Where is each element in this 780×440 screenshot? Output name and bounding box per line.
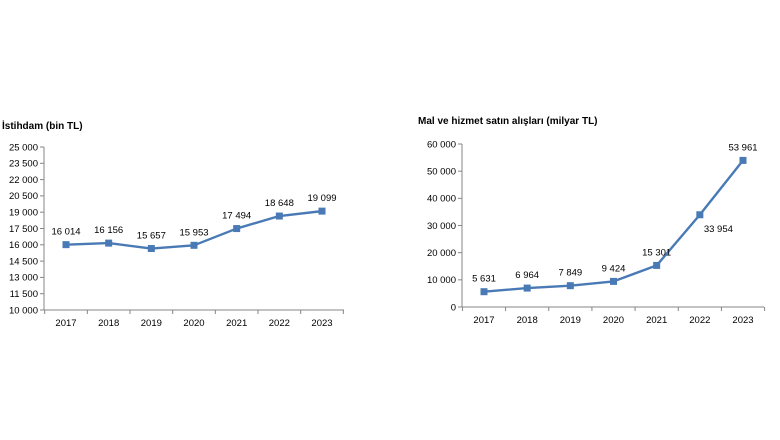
purchases-data-point <box>610 277 617 285</box>
employment-data-point <box>190 241 198 249</box>
employment-data-label: 15 953 <box>179 227 208 238</box>
purchases-y-tick-label: 10 000 <box>427 275 456 286</box>
purchases-x-tick-label: 2022 <box>689 315 710 326</box>
employment-data-point <box>318 207 326 215</box>
employment-y-tick-label: 11 500 <box>10 289 38 300</box>
employment-x-tick-label: 2019 <box>141 318 162 329</box>
purchases-data-point <box>523 284 531 292</box>
employment-y-tick-label: 23 500 <box>9 159 38 170</box>
employment-chart-title: İstihdam (bin TL) <box>2 119 83 132</box>
employment-data-point <box>62 241 70 249</box>
employment-x-tick-label: 2022 <box>269 318 290 329</box>
purchases-chart-title: Mal ve hizmet satın alışları (milyar TL) <box>418 116 598 127</box>
employment-x-tick-label: 2017 <box>55 318 76 329</box>
employment-x-tick-label: 2020 <box>183 318 204 329</box>
purchases-data-label: 6 964 <box>515 270 539 281</box>
purchases-data-label: 5 631 <box>472 274 496 285</box>
purchases-data-point <box>480 288 488 296</box>
employment-y-tick-label: 22 000 <box>9 175 38 186</box>
employment-data-label: 17 494 <box>222 211 251 222</box>
purchases-chart: Mal ve hizmet satın alışları (milyar TL)… <box>418 116 766 326</box>
employment-y-tick-label: 16 000 <box>9 240 38 251</box>
purchases-x-tick-label: 2019 <box>560 315 581 326</box>
employment-x-tick-label: 2018 <box>98 318 119 329</box>
employment-data-point <box>233 225 241 233</box>
employment-y-tick-label: 14 500 <box>9 256 38 267</box>
purchases-y-tick-label: 60 000 <box>427 139 456 150</box>
purchases-data-point <box>653 261 661 269</box>
purchases-y-tick-label: 40 000 <box>427 194 456 205</box>
employment-y-tick-label: 25 000 <box>9 142 38 153</box>
purchases-x-tick-label: 2020 <box>603 315 624 326</box>
employment-data-label: 18 648 <box>265 198 294 209</box>
purchases-x-tick-label: 2017 <box>473 315 494 326</box>
employment-y-tick-label: 17 500 <box>9 224 38 235</box>
employment-data-point <box>105 239 113 247</box>
purchases-data-label: 7 849 <box>558 268 582 279</box>
employment-data-label: 16 156 <box>94 225 123 236</box>
purchases-x-tick-label: 2018 <box>517 315 538 326</box>
purchases-data-label: 9 424 <box>602 263 626 274</box>
purchases-data-point <box>739 156 747 164</box>
purchases-x-tick-label: 2023 <box>732 315 753 326</box>
purchases-data-label: 33 954 <box>704 224 733 235</box>
purchases-y-tick-label: 0 <box>451 302 456 313</box>
purchases-y-tick-label: 30 000 <box>427 221 456 232</box>
employment-y-tick-label: 19 000 <box>9 208 38 219</box>
purchases-data-point <box>696 211 704 219</box>
employment-x-tick-label: 2023 <box>311 318 332 329</box>
employment-y-tick-label: 10 000 <box>9 305 38 316</box>
employment-data-label: 15 657 <box>137 231 166 242</box>
employment-x-tick-label: 2021 <box>226 318 247 329</box>
employment-chart: İstihdam (bin TL) 10 000 11 500 13 000 14 5… <box>2 119 344 329</box>
purchases-y-tick-label: 50 000 <box>427 166 456 177</box>
employment-data-label: 16 014 <box>51 227 80 238</box>
employment-y-tick-label: 13 000 <box>9 273 38 284</box>
purchases-x-tick-label: 2021 <box>646 315 667 326</box>
purchases-y-tick-label: 20 000 <box>427 248 456 259</box>
employment-data-point <box>147 245 155 253</box>
purchases-data-label: 53 961 <box>728 142 757 153</box>
employment-data-label: 19 099 <box>307 193 336 204</box>
employment-data-point <box>275 212 283 220</box>
employment-y-tick-label: 20 500 <box>9 191 38 202</box>
purchases-data-label: 15 301 <box>642 247 671 258</box>
purchases-data-point <box>566 282 574 290</box>
